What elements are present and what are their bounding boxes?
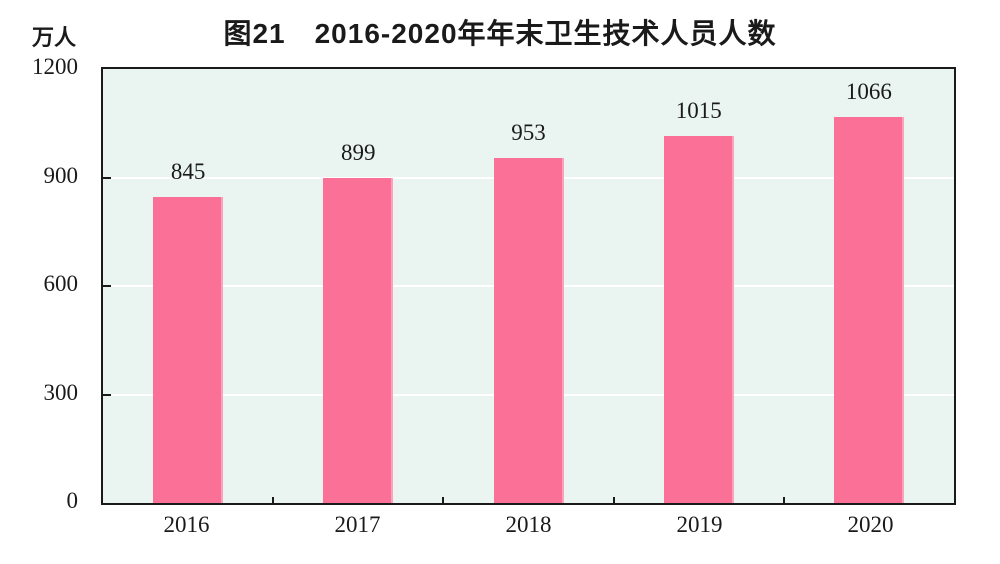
axis-ticks-layer [103,69,954,503]
bar-slot: 845 [103,69,273,503]
bar-value-label: 953 [511,120,546,145]
y-axis-tick-label: 1200 [32,54,78,79]
bar-value-label: 1015 [675,98,722,123]
bar-slot: 1015 [614,69,784,503]
bars-layer: 845 899 953 1015 1066 [103,69,954,503]
bar-2017 [323,178,394,503]
bar-value-label: 1066 [845,79,892,104]
x-axis-tick-label: 2016 [163,512,210,537]
y-axis-tick-label: 600 [43,271,79,296]
x-axis-tick-mark [272,497,274,503]
y-axis-tick-label: 900 [43,163,79,188]
bar-2016 [153,197,224,503]
x-axis-tick-mark [442,497,444,503]
y-axis-tick-labels: 0 300 600 900 1200 [0,0,90,564]
x-axis-tick-label: 2017 [334,512,381,537]
x-axis-tick-label: 2020 [847,512,894,537]
y-axis-tick-mark [103,285,111,287]
chart-title: 图21 2016-2020年年末卫生技术人员人数 [223,18,777,49]
bar-value-label: 899 [341,140,376,165]
x-axis-tick-labels: 2016 2017 2018 2019 2020 [101,512,956,538]
x-axis-tick-mark [613,497,615,503]
y-axis-tick-label: 0 [66,488,79,513]
y-axis-unit-label: 万人 [32,25,77,50]
bar-slot: 1066 [784,69,954,503]
y-axis-tick-mark [103,394,111,396]
x-axis-tick-mark [783,497,785,503]
y-axis-tick-mark [103,177,111,179]
x-axis-tick-label: 2019 [676,512,723,537]
y-axis-tick-label: 300 [43,380,79,405]
bar-2018 [493,158,564,503]
bar-value-label: 845 [170,159,206,184]
bar-slot: 899 [273,69,443,503]
bar-slot: 953 [443,69,613,503]
x-axis-tick-label: 2018 [505,512,552,537]
bar-2020 [833,117,904,503]
bar-2019 [663,136,734,503]
plot-area: 845 899 953 1015 1066 [101,67,956,505]
